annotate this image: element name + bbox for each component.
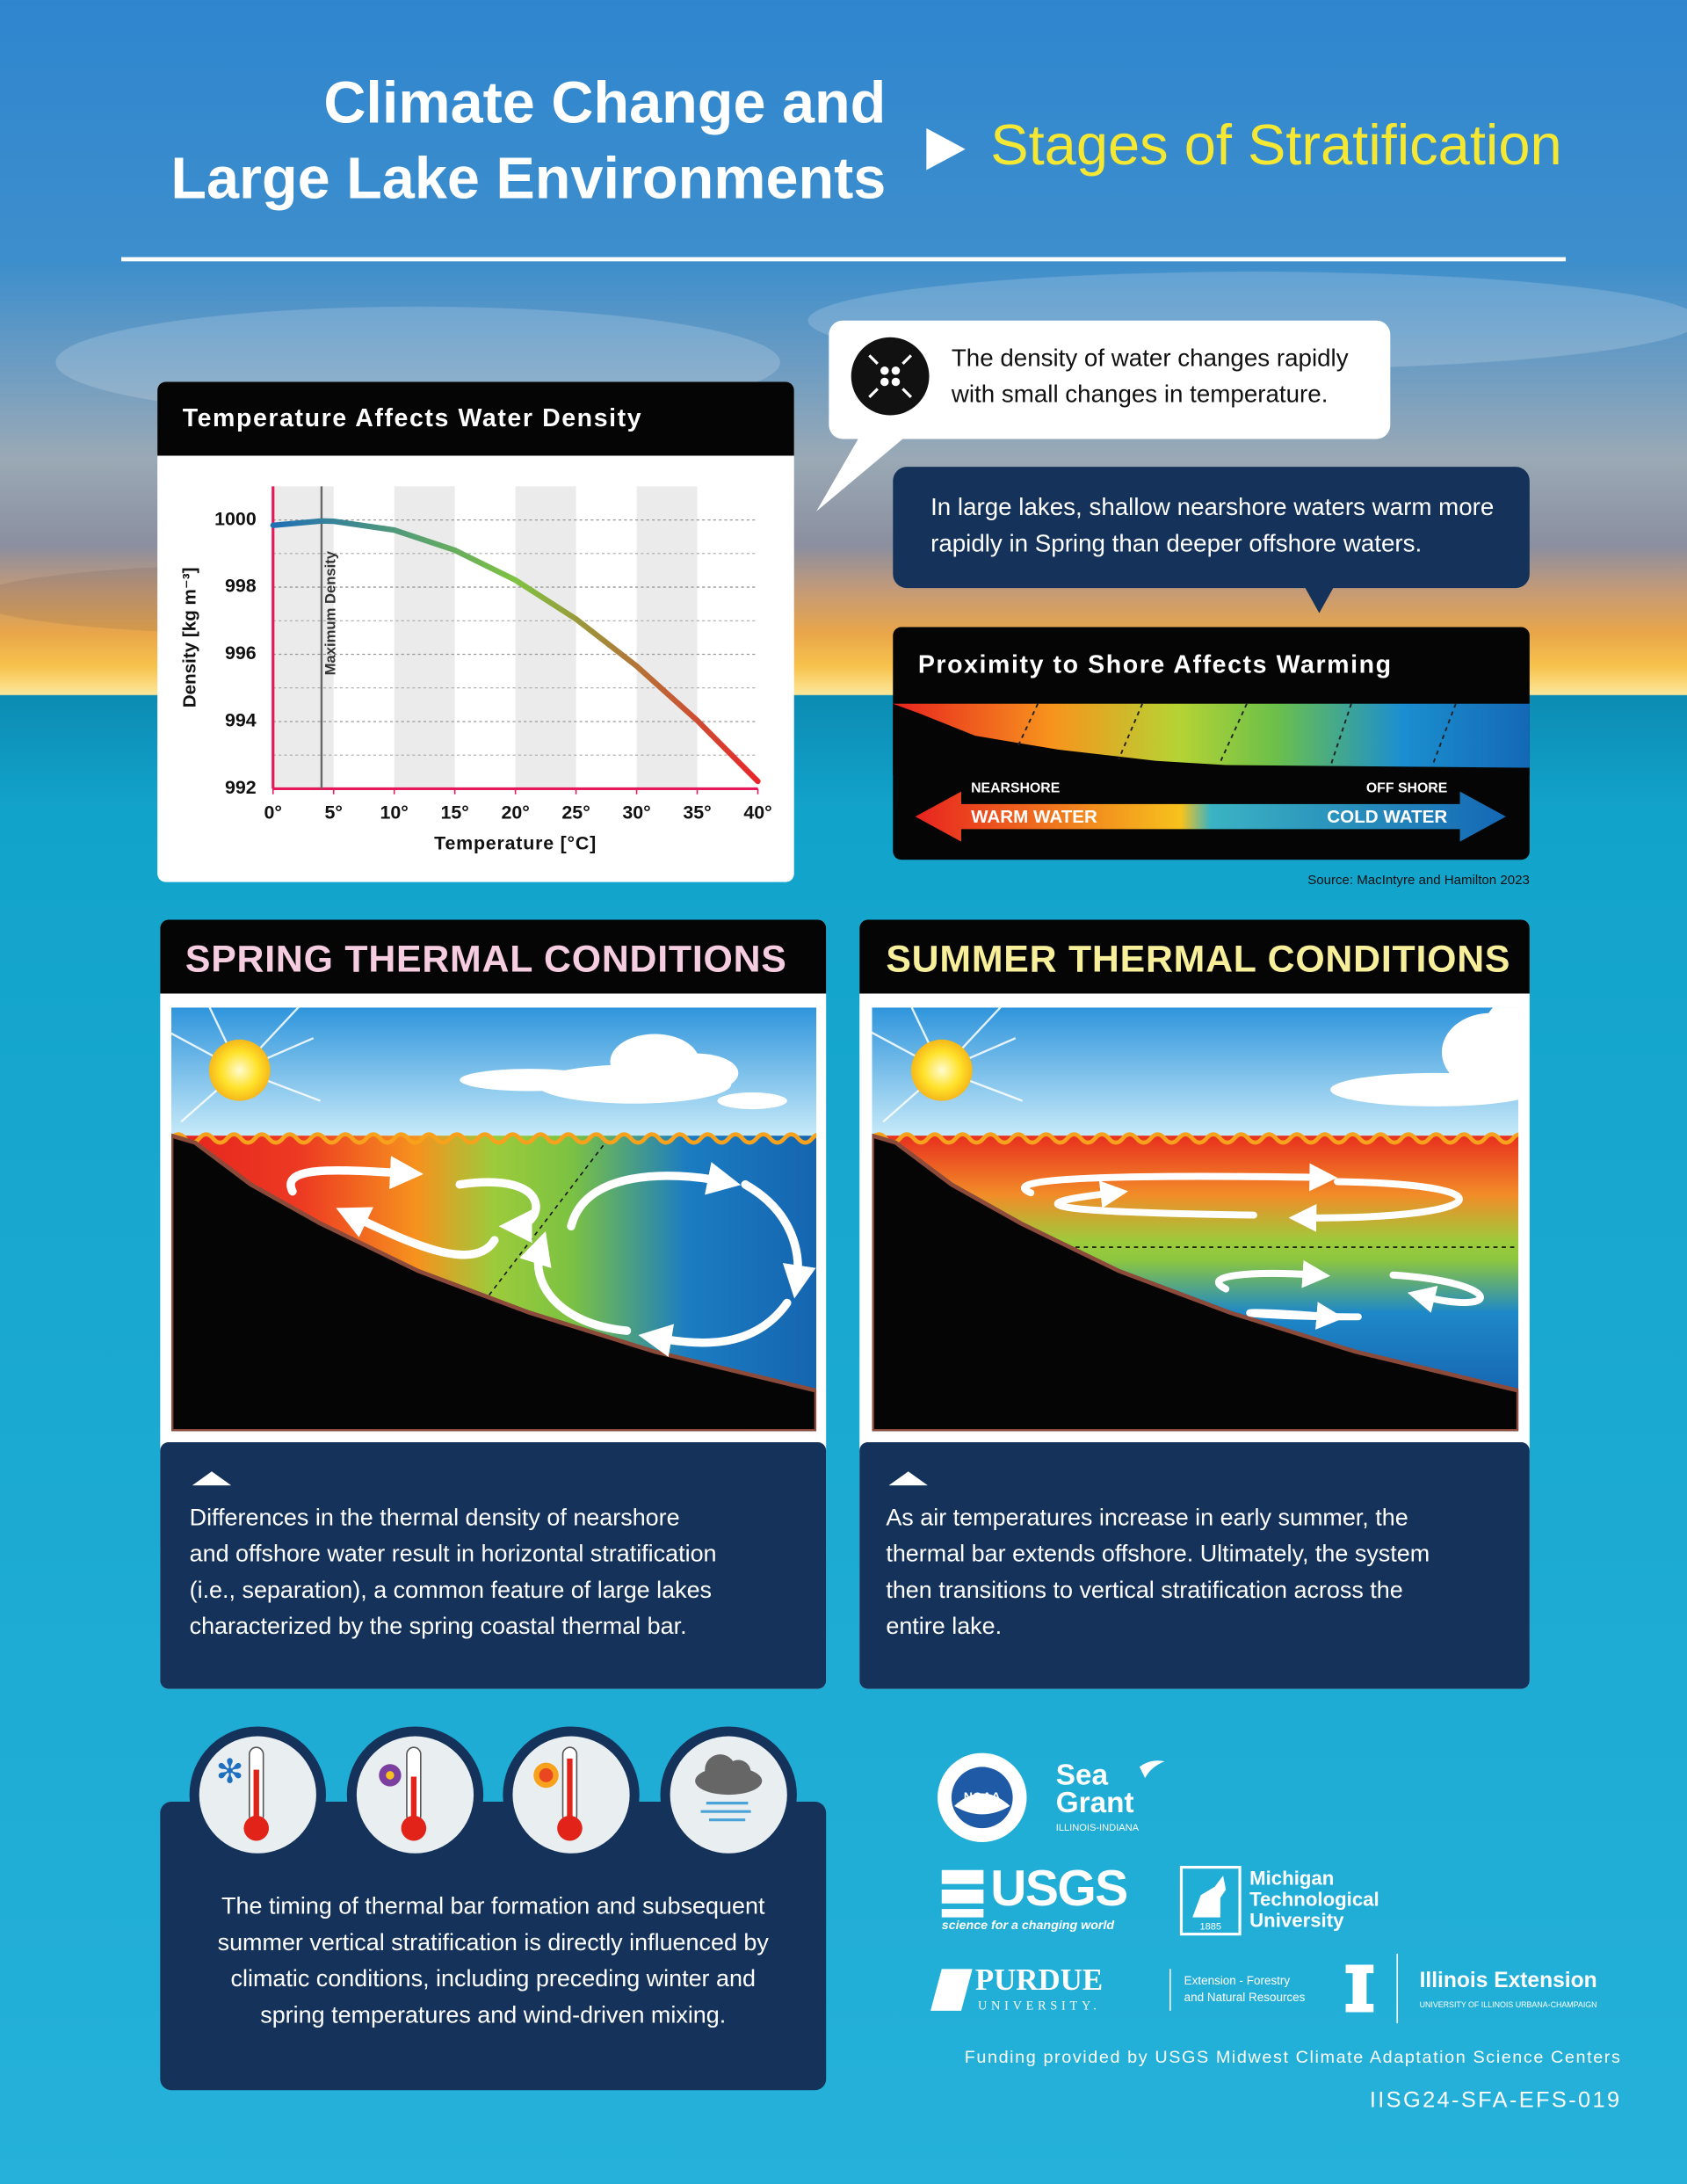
density-icon bbox=[851, 337, 930, 416]
summer-pointer bbox=[888, 1471, 928, 1486]
code: IISG24-SFA-EFS-019 bbox=[1370, 2088, 1622, 2113]
band bbox=[515, 486, 576, 789]
panel-text: then transitions to vertical stratificat… bbox=[886, 1577, 1402, 1603]
panel-text: entire lake. bbox=[886, 1613, 1002, 1639]
x-tick-label: 35° bbox=[683, 802, 711, 824]
y-axis-label: Density [kg m⁻³] bbox=[180, 568, 200, 708]
band bbox=[394, 486, 455, 789]
mtu-logo: Technological bbox=[1249, 1888, 1379, 1910]
mtu-logo: University bbox=[1249, 1909, 1344, 1931]
callout-text: The density of water changes rapidly bbox=[952, 344, 1349, 371]
usgs-sub: science for a changing world bbox=[942, 1919, 1115, 1933]
spring-pointer bbox=[192, 1471, 232, 1486]
y-tick-label: 998 bbox=[225, 576, 257, 597]
proximity-label: WARM WATER bbox=[971, 807, 1097, 827]
climate-text: summer vertical stratification is direct… bbox=[218, 1929, 770, 1955]
title-line: Large Lake Environments bbox=[170, 146, 886, 211]
summer-header bbox=[859, 919, 1530, 994]
purdue-logo: PURDUE bbox=[975, 1963, 1103, 1997]
x-tick-label: 30° bbox=[622, 802, 650, 824]
x-tick-label: 25° bbox=[561, 802, 590, 824]
seagrant-sub: ILLINOIS-INDIANA bbox=[1056, 1823, 1140, 1833]
proximity-label: NEARSHORE bbox=[971, 781, 1060, 796]
y-tick-label: 996 bbox=[225, 642, 257, 664]
density-line bbox=[270, 518, 761, 785]
y-tick-label: 994 bbox=[225, 710, 257, 731]
mtu-year: 1885 bbox=[1199, 1922, 1221, 1933]
svg-text:✻: ✻ bbox=[216, 1753, 244, 1790]
proximity-label: OFF SHORE bbox=[1366, 781, 1447, 796]
y-tick-label: 1000 bbox=[214, 508, 257, 529]
climate-text: climatic conditions, including preceding… bbox=[231, 1965, 756, 1992]
seagrant-logo: Grant bbox=[1056, 1787, 1134, 1819]
climate-text: spring temperatures and wind-driven mixi… bbox=[260, 2001, 726, 2028]
spring-text-box bbox=[160, 1442, 827, 1689]
proximity-shore bbox=[893, 703, 1530, 775]
x-tick-label: 20° bbox=[501, 802, 529, 824]
purdue-sub: UNIVERSITY. bbox=[978, 1999, 1101, 2013]
logo-shapes bbox=[930, 1752, 1399, 2024]
noaa-logo: NOAA bbox=[964, 1790, 1001, 1804]
panel-text: Differences in the thermal density of ne… bbox=[190, 1504, 680, 1530]
panel-text: As air temperatures increase in early su… bbox=[886, 1504, 1408, 1530]
chart-header bbox=[157, 381, 794, 456]
density-icon-dots bbox=[868, 354, 913, 399]
header-rule bbox=[120, 257, 1567, 262]
x-axis-label: Temperature [°C] bbox=[434, 832, 597, 853]
proximity-label: COLD WATER bbox=[1327, 807, 1447, 827]
illinois-sub: UNIVERSITY OF ILLINOIS URBANA-CHAMPAIGN bbox=[1420, 2000, 1597, 2009]
x-tick-label: 40° bbox=[743, 802, 771, 824]
panel-text: characterized by the spring coastal ther… bbox=[190, 1613, 687, 1639]
purdue-extension: Extension - Forestry bbox=[1184, 1974, 1291, 1987]
spring-header bbox=[160, 919, 827, 994]
band bbox=[272, 486, 334, 789]
panel-title: SPRING THERMAL CONDITIONS bbox=[185, 938, 787, 980]
x-tick-label: 15° bbox=[440, 802, 468, 824]
callout-text: with small changes in temperature. bbox=[951, 381, 1329, 408]
panel-text: (i.e., separation), a common feature of … bbox=[190, 1577, 712, 1603]
illinois-logo: Illinois Extension bbox=[1420, 1969, 1597, 1992]
callout-text: rapidly in Spring than deeper offshore w… bbox=[930, 529, 1422, 556]
summer-illustration bbox=[872, 1007, 1519, 1432]
panel-text: and offshore water result in horizontal … bbox=[190, 1541, 717, 1567]
title-line: Climate Change and bbox=[323, 71, 886, 136]
proximity-title: Proximity to Shore Affects Warming bbox=[918, 650, 1393, 678]
chart-title: Temperature Affects Water Density bbox=[183, 404, 642, 432]
panel-title: SUMMER THERMAL CONDITIONS bbox=[886, 938, 1510, 980]
header-arrow bbox=[926, 127, 966, 171]
annotation: Maximum Density bbox=[322, 550, 338, 675]
plot-area: 992 994 996 998 1000 0° 5° 10° 15° 20° 25° 30° 35° 40… bbox=[180, 486, 772, 853]
x-tick-label: 10° bbox=[380, 802, 409, 824]
usgs-logo: USGS bbox=[990, 1861, 1126, 1917]
mtu-logo: Michigan bbox=[1249, 1868, 1334, 1890]
subtitle: Stages of Stratification bbox=[990, 112, 1561, 177]
speech-bubble bbox=[816, 320, 1391, 512]
x-tick-label: 0° bbox=[264, 802, 282, 824]
purdue-extension: and Natural Resources bbox=[1184, 1991, 1306, 2004]
x-tick-label: 5° bbox=[324, 802, 342, 824]
proximity-arrow bbox=[915, 791, 1506, 842]
climate-box bbox=[160, 1802, 827, 2091]
climate-icons: ✻ bbox=[189, 1726, 797, 1863]
y-tick-label: 992 bbox=[225, 777, 257, 798]
funding: Funding provided by USGS Midwest Climate… bbox=[965, 2048, 1622, 2067]
summer-text-box bbox=[859, 1442, 1530, 1689]
callout-text: In large lakes, shallow nearshore waters… bbox=[930, 493, 1494, 520]
spring-illustration bbox=[171, 1007, 817, 1432]
source: Source: MacIntyre and Hamilton 2023 bbox=[1307, 873, 1530, 888]
seagrant-logo: Sea bbox=[1056, 1759, 1109, 1791]
band bbox=[636, 486, 698, 789]
climate-text: The timing of thermal bar formation and … bbox=[221, 1893, 765, 1919]
proximity-dividers bbox=[1016, 703, 1457, 767]
nearshore-callout bbox=[893, 467, 1530, 613]
panel-text: thermal bar extends offshore. Ultimately… bbox=[886, 1541, 1430, 1567]
